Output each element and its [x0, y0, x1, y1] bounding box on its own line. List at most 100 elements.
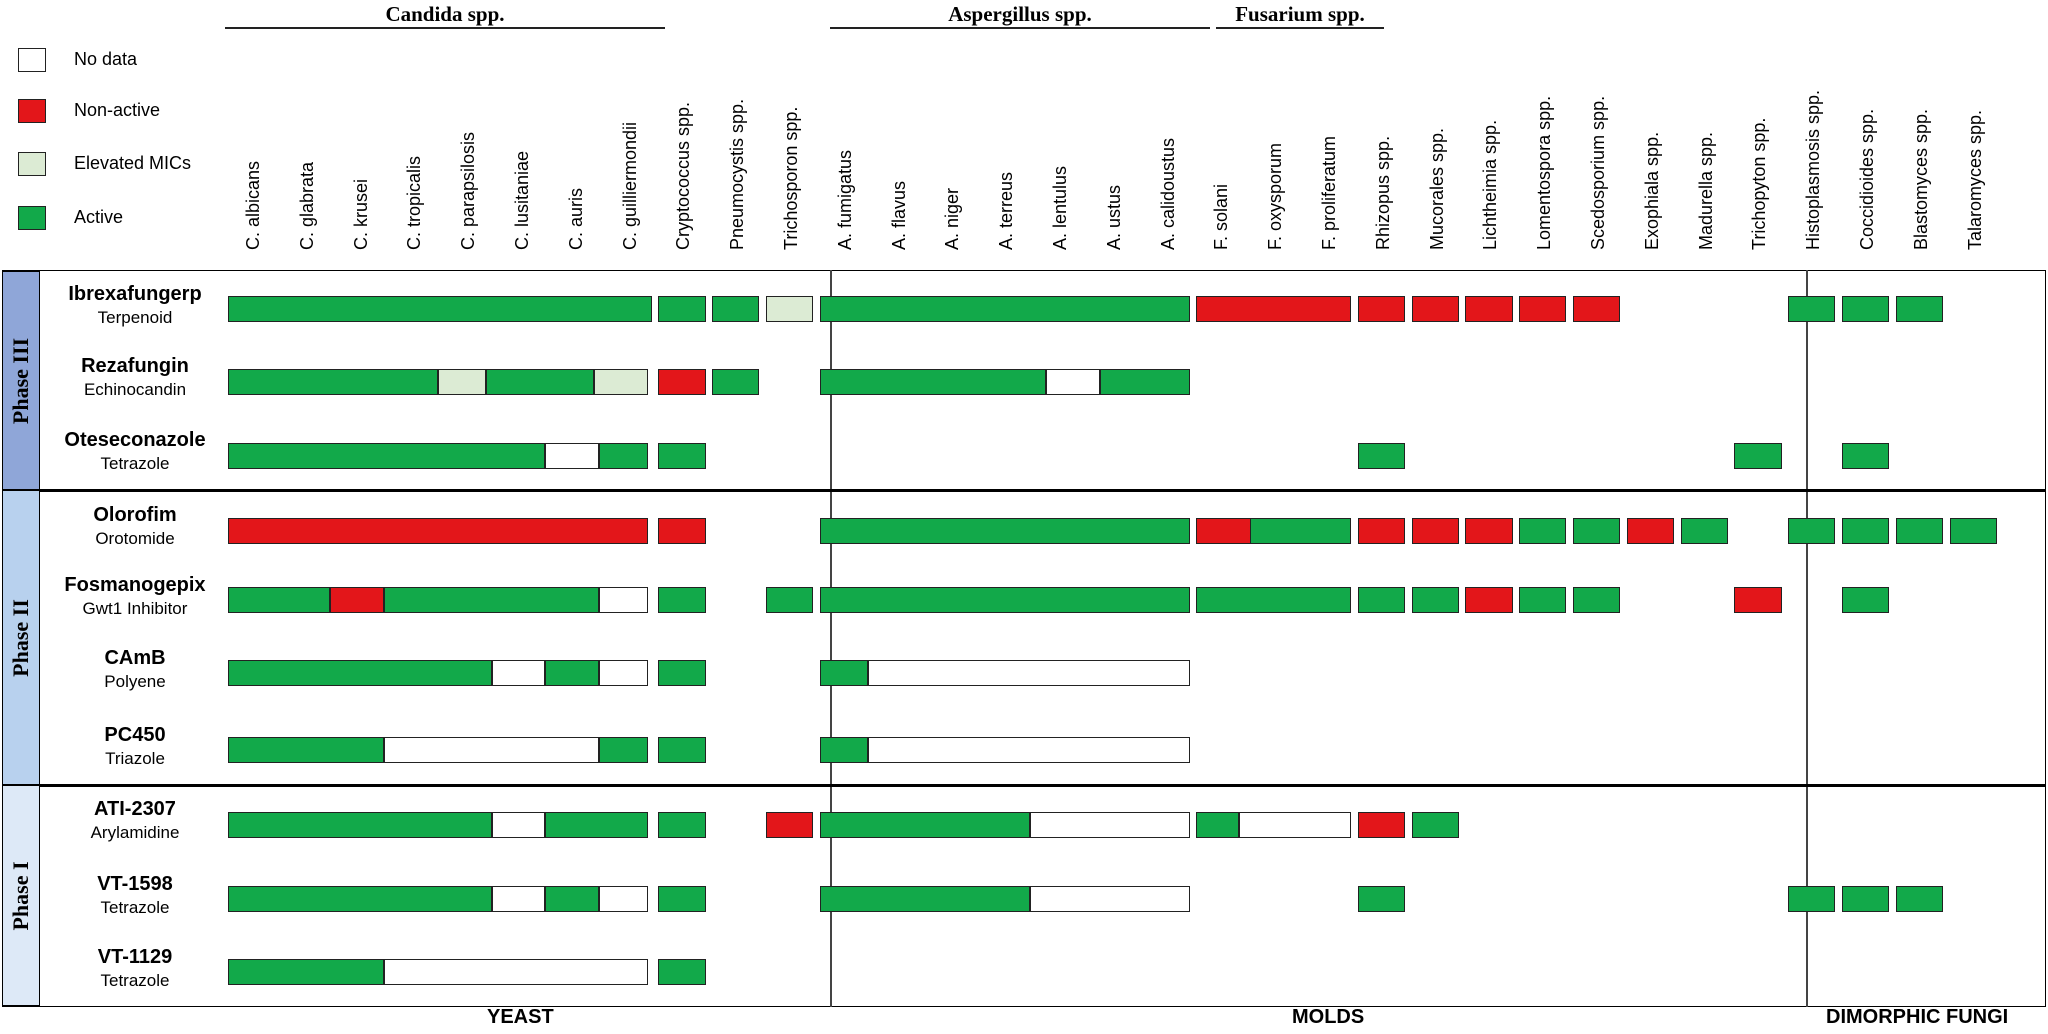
legend-swatch-elevated [18, 152, 46, 176]
activity-bar [1895, 518, 1944, 544]
activity-bar [1842, 587, 1890, 613]
activity-bar [1196, 812, 1240, 838]
activity-bar [1573, 296, 1621, 322]
activity-bar [545, 443, 600, 469]
legend-swatch-nodata [18, 48, 46, 72]
column-header-label: Mucorales spp. [1426, 127, 1447, 250]
activity-bar [599, 587, 648, 613]
footer-dimorphic: DIMORPHIC FUNGI [1826, 1006, 2009, 1028]
column-header-label: A. fumigatus [834, 149, 855, 250]
activity-bar [819, 812, 1030, 838]
drug-name: Olorofim [93, 504, 177, 526]
column-header-label: Madurella spp. [1695, 131, 1716, 250]
divider-phase-II-I [2, 784, 2046, 787]
activity-bar [1029, 886, 1190, 912]
drug-label: VT-1129 Tetrazole [40, 944, 230, 992]
activity-bar [1411, 518, 1459, 544]
activity-bar [491, 886, 546, 912]
activity-bar [228, 443, 546, 469]
activity-bar [1196, 296, 1352, 322]
activity-bar [1895, 886, 1944, 912]
activity-bar [1788, 518, 1836, 544]
column-header-label: Histoplasmosis spp. [1803, 89, 1824, 250]
drug-class: Terpenoid [97, 308, 173, 327]
activity-bar [1949, 518, 1997, 544]
activity-bar [658, 443, 706, 469]
activity-bar [819, 296, 1190, 322]
drug-class: Tetrazole [100, 454, 170, 473]
column-header-label: F. solani [1211, 183, 1232, 250]
activity-bar [1842, 886, 1890, 912]
phase-label-III: Phase III [2, 271, 40, 490]
activity-bar [819, 886, 1030, 912]
drug-name: Ibrexafungerp [68, 283, 202, 305]
activity-bar [658, 886, 706, 912]
drug-name: VT-1598 [97, 873, 173, 895]
activity-bar [1626, 518, 1675, 544]
activity-bar [599, 443, 648, 469]
column-header-label: Coccidioides spp. [1857, 108, 1877, 250]
phase-label-I: Phase I [2, 785, 40, 1006]
activity-bar [819, 660, 869, 686]
group-header-fusarium: Fusarium spp. [1235, 2, 1365, 26]
drug-name: CAmB [104, 647, 166, 669]
activity-bar [599, 737, 648, 763]
drug-class: Echinocandin [83, 380, 187, 399]
legend-swatch-nonactive [18, 99, 46, 123]
activity-bar [1357, 518, 1406, 544]
activity-bar [593, 369, 648, 395]
column-header-label: C. albicans [243, 160, 263, 250]
column-header-label: C. auris [565, 187, 586, 250]
drug-class: Tetrazole [100, 971, 170, 990]
activity-bar [868, 737, 1190, 763]
activity-bar [228, 587, 331, 613]
activity-bar [1099, 369, 1190, 395]
drug-class: Orotomide [95, 529, 175, 548]
activity-bar [1680, 518, 1728, 544]
activity-bar [658, 296, 706, 322]
column-header-label: Cryptococcus spp. [673, 101, 694, 250]
activity-bar [1045, 369, 1100, 395]
activity-bar [1519, 296, 1567, 322]
activity-bar [1573, 587, 1621, 613]
activity-bar [437, 369, 487, 395]
drug-name: Rezafungin [81, 355, 189, 377]
legend-label: Non-active [74, 100, 161, 120]
activity-bar [819, 737, 869, 763]
activity-bar [1519, 518, 1567, 544]
activity-bar [1357, 443, 1406, 469]
divider-phase-III-II [2, 489, 2046, 492]
activity-bar [1029, 812, 1190, 838]
activity-bar [228, 660, 492, 686]
group-header-aspergillus: Aspergillus spp. [948, 2, 1092, 26]
column-header-label: C. lusitaniae [512, 150, 532, 250]
activity-bar [766, 296, 814, 322]
legend-label: Elevated MICs [74, 153, 192, 173]
legend-label: Active [74, 207, 124, 227]
activity-bar [228, 886, 492, 912]
activity-bar [658, 959, 706, 985]
activity-bar [1239, 812, 1352, 838]
activity-bar [1357, 296, 1406, 322]
column-header-label: C. krusei [350, 178, 371, 250]
column-header-label: Pneumocystis spp. [727, 98, 748, 250]
column-header-label: Blastomyces spp. [1910, 108, 1931, 250]
drug-name: Oteseconazole [64, 429, 206, 451]
legend-label: No data [74, 49, 138, 69]
drug-name: VT-1129 [97, 946, 173, 968]
activity-bar [228, 737, 384, 763]
column-header-label: C. glabrata [296, 161, 317, 250]
activity-bar [819, 587, 1190, 613]
drug-label: Oteseconazole Tetrazole [40, 427, 230, 475]
phase-text: Phase III [8, 337, 33, 424]
activity-bar [712, 369, 760, 395]
column-header-label: C. parapsilosis [458, 131, 479, 250]
footer-molds: MOLDS [1292, 1006, 1365, 1028]
column-header-label: Trichopyton spp. [1749, 117, 1770, 250]
activity-bar [545, 886, 600, 912]
drug-label: Rezafungin Echinocandin [40, 353, 230, 401]
column-header-label: A. lentulus [1050, 165, 1070, 250]
column-header-label: A. terreus [996, 171, 1017, 250]
drug-label: ATI-2307 Arylamidine [40, 796, 230, 844]
column-header-label: C. tropicalis [404, 155, 425, 250]
